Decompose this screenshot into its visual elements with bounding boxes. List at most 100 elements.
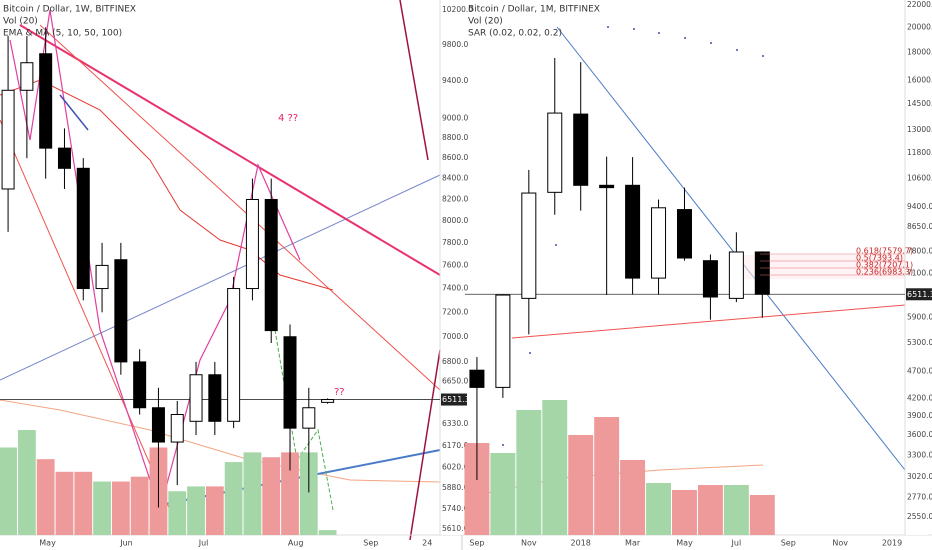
indicator-label: Vol (20) xyxy=(3,17,38,27)
x-tick-label: May xyxy=(39,539,56,548)
x-tick-label: Mar xyxy=(625,539,641,548)
y-tick-label: 6800.0 xyxy=(442,357,468,366)
volume-bar xyxy=(281,452,299,535)
x-tick-label: Nov xyxy=(832,539,848,548)
y-tick-label: 2550.0 xyxy=(907,512,932,521)
trend-line xyxy=(511,304,906,339)
y-tick-label: 13000.0 xyxy=(907,125,932,134)
indicator-label: EMA & MA (5, 10, 50, 100) xyxy=(3,29,122,39)
y-tick-label: 8800.0 xyxy=(442,133,468,142)
volume-bar xyxy=(516,410,542,535)
sar-dot xyxy=(658,32,660,34)
y-tick-label: 6020.0 xyxy=(442,463,468,472)
volume-bar xyxy=(490,453,516,535)
volume-bar xyxy=(130,476,149,535)
candle-body xyxy=(189,374,203,422)
volume-bar xyxy=(0,447,17,535)
candle-body xyxy=(754,251,770,295)
y-tick-label: 9400.0 xyxy=(442,76,468,85)
arrow-line xyxy=(409,349,441,541)
candle-body xyxy=(599,184,615,189)
y-tick-label: 11800.0 xyxy=(907,148,932,157)
x-tick-label: Sep xyxy=(363,539,378,548)
volume-bar xyxy=(697,485,723,535)
candle-body xyxy=(114,259,128,363)
trend-line xyxy=(39,24,441,391)
y-tick-label: 9800.0 xyxy=(442,40,468,49)
arrow-line xyxy=(59,94,89,131)
y-tick-label: 8600.0 xyxy=(442,153,468,162)
candle-body xyxy=(676,209,692,259)
x-tick-label: 24 xyxy=(422,539,432,548)
candle-body xyxy=(321,399,335,403)
sar-dot xyxy=(502,444,504,446)
candle-body xyxy=(625,184,641,279)
last-price-label: 6511.3 xyxy=(907,290,932,299)
volume-bar xyxy=(205,486,224,535)
volume-bar xyxy=(723,485,749,535)
y-tick-label: 22000.0 xyxy=(907,0,932,9)
chart-title: Bitcoin / Dollar, 1M, BITFINEX xyxy=(468,5,600,15)
y-tick-label: 18000.0 xyxy=(907,48,932,57)
volume-bar xyxy=(168,491,187,535)
volume-bar xyxy=(749,495,775,535)
volume-bar xyxy=(594,417,620,535)
annotation: 4 ?? xyxy=(278,113,298,124)
candle-body xyxy=(302,407,316,429)
y-tick-label: 5900.0 xyxy=(907,313,932,322)
arrow-line xyxy=(399,0,429,161)
volume-bar xyxy=(262,457,281,535)
x-tick-label: Nov xyxy=(521,539,537,548)
x-tick-label: Jun xyxy=(119,539,133,548)
candle-body xyxy=(76,167,90,290)
x-tick-label: Sep xyxy=(469,539,484,548)
y-tick-label: 8650.0 xyxy=(907,222,932,231)
y-tick-label: 20000.0 xyxy=(907,23,932,32)
fib-label: 0.618(7579.7) xyxy=(856,247,913,256)
x-tick-label: Jul xyxy=(198,539,209,548)
y-tick-label: 6330.0 xyxy=(442,419,468,428)
candle-body xyxy=(39,53,53,149)
candle-body xyxy=(495,294,511,388)
volume-bar xyxy=(224,462,243,535)
candle-body xyxy=(573,113,589,186)
y-tick-label: 7800.0 xyxy=(907,246,932,255)
sar-dot xyxy=(607,26,609,28)
y-tick-label: 3300.0 xyxy=(907,451,932,460)
volume-bar xyxy=(111,481,130,535)
sar-dot xyxy=(633,28,635,30)
ma-line xyxy=(0,399,441,483)
candle-body xyxy=(227,288,241,422)
x-tick-label: Sep xyxy=(781,539,796,548)
y-tick-label: 7000.0 xyxy=(442,332,468,341)
y-tick-label: 4200.0 xyxy=(907,393,932,402)
last-price-box xyxy=(441,393,467,406)
chart-title: Bitcoin / Dollar, 1W, BITFINEX xyxy=(3,5,136,15)
y-tick-label: 14500.0 xyxy=(907,99,932,108)
trend-line xyxy=(19,24,441,276)
y-tick-label: 10600.0 xyxy=(907,173,932,182)
y-tick-label: 16000.0 xyxy=(907,76,932,85)
candle-body xyxy=(208,374,222,422)
sar-dot xyxy=(684,37,686,39)
y-tick-label: 2770.0 xyxy=(907,492,932,501)
y-tick-label: 9400.0 xyxy=(907,202,932,211)
candle-body xyxy=(521,192,537,299)
sar-dot xyxy=(555,244,557,246)
volume-bar xyxy=(93,481,111,535)
last-price-box xyxy=(906,288,932,301)
projection-line xyxy=(274,329,334,511)
y-tick-label: 5880.0 xyxy=(442,483,468,492)
candle-body xyxy=(95,264,109,290)
x-tick-label: May xyxy=(676,539,693,548)
y-tick-label: 5740.0 xyxy=(442,504,468,513)
volume-bar xyxy=(646,483,672,535)
y-tick-label: 5610.0 xyxy=(442,524,468,533)
annotation: ?? xyxy=(334,387,345,398)
sar-dot xyxy=(710,42,712,44)
x-tick-label: Jul xyxy=(731,539,742,548)
volume-bar xyxy=(620,460,646,535)
y-tick-label: 4700.0 xyxy=(907,367,932,376)
candle-body xyxy=(245,198,259,290)
volume-bar xyxy=(74,471,93,535)
